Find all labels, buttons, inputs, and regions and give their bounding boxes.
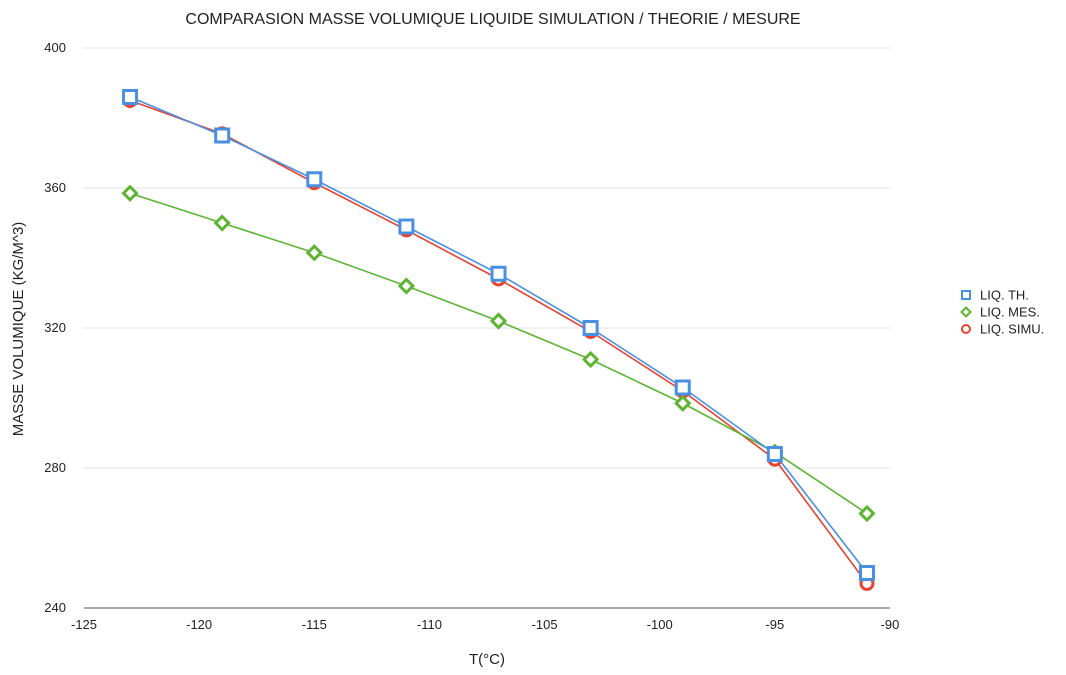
data-point: [305, 244, 323, 262]
legend-item: LIQ. SIMU.: [961, 322, 1044, 337]
legend-label: LIQ. SIMU.: [980, 322, 1044, 337]
y-tick-label: 280: [44, 460, 66, 475]
series-line: [129, 96, 868, 574]
x-tick-label: -105: [532, 617, 558, 632]
series-layer: [121, 89, 876, 591]
x-tick-label: -110: [417, 617, 442, 632]
legend-square-icon: [961, 290, 971, 300]
legend: LIQ. TH. LIQ. MES. LIQ. SIMU.: [960, 288, 1044, 337]
grid-layer: [84, 47, 890, 469]
axis-layer: 240 280 320 360 400 -125 -120 -115 -110 -105 -100 -…: [44, 40, 899, 632]
data-point: [858, 504, 876, 523]
data-point: [122, 89, 139, 105]
data-point: [213, 214, 231, 232]
data-point: [674, 379, 691, 396]
x-tick-label: -125: [71, 617, 97, 632]
data-point: [397, 277, 416, 295]
legend-label: LIQ. MES.: [980, 305, 1040, 320]
x-tick-label: -120: [186, 617, 212, 632]
series-line: [129, 192, 868, 515]
y-tick-label: 400: [44, 40, 66, 55]
data-point: [490, 265, 507, 282]
x-tick-label: -115: [302, 617, 327, 632]
x-tick-label: -90: [881, 617, 900, 632]
legend-item: LIQ. TH.: [961, 288, 1029, 303]
x-tick-label: -100: [647, 617, 673, 632]
series-circle: [122, 93, 875, 591]
series-diamond: [121, 184, 876, 523]
data-point: [858, 565, 875, 581]
data-point: [398, 218, 415, 235]
legend-diamond-icon: [960, 306, 972, 318]
legend-item: LIQ. MES.: [960, 305, 1040, 320]
y-tick-label: 240: [44, 600, 66, 615]
y-tick-label: 360: [44, 180, 66, 195]
data-point: [582, 350, 600, 369]
data-point: [674, 394, 692, 412]
data-point: [766, 446, 783, 462]
chart-title: COMPARASION MASSE VOLUMIQUE LIQUIDE SIMU…: [185, 11, 800, 28]
x-axis-title: T(°C): [469, 651, 505, 668]
legend-circle-icon: [961, 324, 971, 334]
legend-label: LIQ. TH.: [980, 288, 1029, 303]
data-point: [489, 312, 508, 330]
data-point: [582, 320, 599, 336]
y-tick-label: 320: [44, 320, 66, 335]
data-point: [306, 171, 323, 188]
data-point: [121, 184, 139, 202]
x-tick-label: -95: [765, 617, 784, 632]
series-square: [122, 89, 875, 581]
data-point: [214, 127, 231, 144]
y-axis-title: MASSE VOLUMIQUE (KG/M^3): [10, 222, 27, 437]
series-line: [129, 99, 868, 584]
